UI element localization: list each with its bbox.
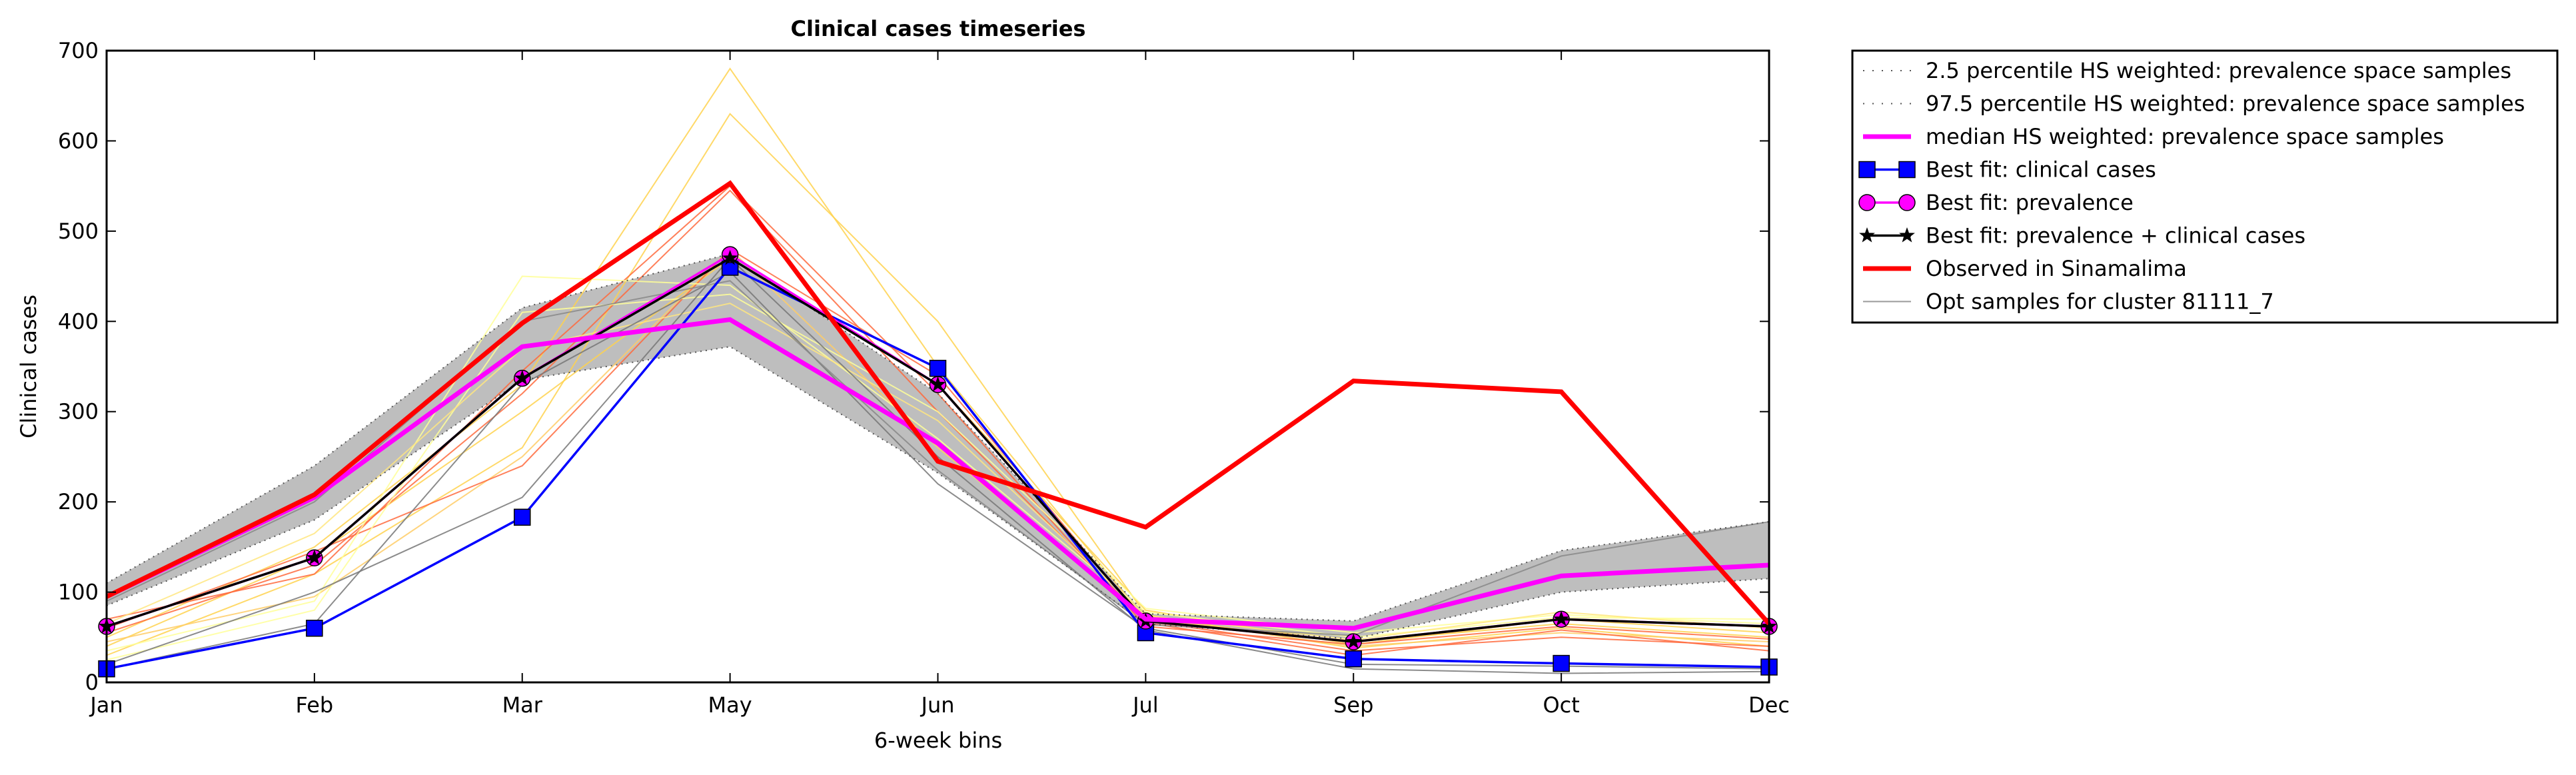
y-tick-label: 400 (58, 309, 99, 334)
chart-title: Clinical cases timeseries (791, 16, 1086, 41)
series-5-point-1 (306, 549, 322, 565)
y-tick-label: 0 (85, 670, 99, 695)
legend-label-2: median HS weighted: prevalence space sam… (1926, 124, 2444, 149)
x-tick-label: May (708, 692, 752, 718)
legend-label-4: Best fit: prevalence (1926, 190, 2134, 215)
x-tick-label: Oct (1543, 692, 1579, 718)
sample-line-7 (106, 275, 1770, 652)
y-tick-label: 700 (58, 38, 99, 63)
series-3-point-6 (1345, 650, 1362, 668)
x-tick-label: Dec (1748, 692, 1790, 718)
x-tick-label: Jul (1131, 692, 1159, 718)
series-6-line (105, 180, 1771, 626)
series-5-point-2 (514, 370, 530, 385)
x-tick-label: Mar (502, 692, 543, 718)
plot-area: 0 100 200 300 400 500 600 700 Jan Feb Mar May Jun Jul… (58, 38, 1790, 718)
y-tick-label: 100 (58, 580, 99, 605)
legend-marker-5-a (1859, 227, 1875, 243)
legend-marker-4-b (1898, 194, 1916, 211)
series-3-point-1 (306, 619, 323, 637)
sample-line-11 (106, 271, 1770, 670)
series-5-point-7 (1553, 610, 1570, 626)
y-tick-label: 200 (58, 489, 99, 514)
y-tick-label: 500 (58, 219, 99, 244)
sample-line-10 (106, 257, 1770, 674)
y-tick-label: 600 (58, 128, 99, 153)
sample-line-1 (106, 113, 1770, 656)
legend-label-3: Best fit: clinical cases (1926, 157, 2156, 183)
series-0-line (106, 346, 1770, 640)
legend-label-7: Opt samples for cluster 81111_7 (1926, 289, 2274, 315)
y-axis-label: Clinical cases (16, 295, 41, 438)
sample-line-9 (106, 303, 1770, 641)
series-5-point-3 (722, 250, 738, 265)
legend-box (1851, 49, 2559, 324)
x-tick-label: Feb (296, 692, 334, 718)
legend-label-5: Best fit: prevalence + clinical cases (1926, 223, 2305, 249)
sample-line-12 (106, 280, 1770, 636)
series-3-point-4 (929, 359, 947, 377)
legend-label-1: 97.5 percentile HS weighted: prevalence … (1926, 91, 2525, 117)
series-5-point-6 (1345, 633, 1362, 649)
series-3-point-2 (514, 508, 531, 526)
sample-line-3 (106, 248, 1770, 647)
x-tick-label: Sep (1333, 692, 1373, 718)
percentile-band (107, 253, 1769, 639)
x-axis-label: 6-week bins (874, 728, 1002, 753)
legend: 2.5 percentile HS weighted: prevalence s… (1851, 49, 2559, 324)
legend-label-0: 2.5 percentile HS weighted: prevalence s… (1926, 58, 2511, 83)
legend-marker-5-b (1899, 227, 1915, 243)
series-5-point-4 (930, 376, 946, 392)
legend-marker-3-a (1858, 161, 1876, 179)
legend-marker-3-b (1898, 161, 1916, 179)
series-2-line (105, 317, 1770, 631)
x-tick-label: Jun (920, 692, 955, 718)
legend-label-6: Observed in Sinamalima (1926, 256, 2187, 281)
legend-marker-4-a (1858, 194, 1876, 211)
series-3-point-7 (1553, 654, 1570, 672)
series-1-line (106, 253, 1770, 622)
y-tick-label: 300 (58, 399, 99, 424)
x-tick-label: Jan (89, 692, 123, 718)
